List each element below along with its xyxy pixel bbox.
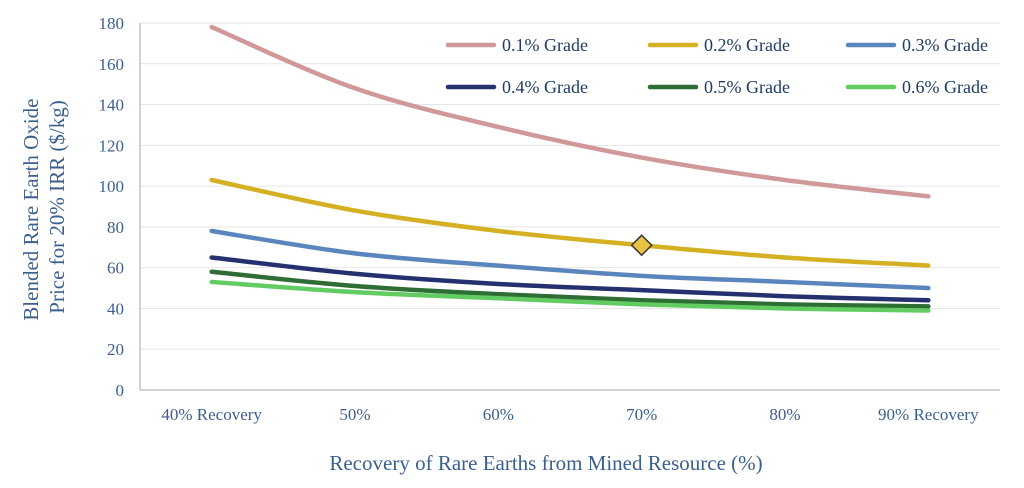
y-tick-label: 60 (107, 259, 124, 278)
legend-label: 0.1% Grade (502, 35, 588, 55)
series-line-5 (209, 269, 931, 309)
x-tick-label: 90% Recovery (878, 405, 979, 424)
highlight-marker (630, 234, 653, 257)
diamond-marker (630, 234, 653, 257)
y-tick-label: 120 (99, 136, 125, 155)
legend: 0.1% Grade 0.2% Grade 0.3% Grade 0.4% Grade… (445, 35, 988, 97)
x-tick-label: 40% Recovery (161, 405, 262, 424)
y-tick-labels: 0 20 40 60 80 100 120 140 160 180 (99, 14, 125, 400)
x-tick-label: 50% (339, 405, 370, 424)
x-tick-label: 70% (626, 405, 657, 424)
x-tick-label: 80% (769, 405, 800, 424)
y-axis-title-line-2: Price for 20% IRR ($/kg) (45, 100, 69, 313)
y-tick-label: 20 (107, 340, 124, 359)
legend-label: 0.2% Grade (704, 35, 790, 55)
series-lines (209, 24, 931, 313)
series-line-6 (209, 279, 931, 313)
series-line-4 (209, 255, 931, 303)
series-line-1 (209, 24, 931, 199)
y-axis-title-line-1: Blended Rare Earth Oxide (19, 99, 43, 321)
y-axis-title: Blended Rare Earth Oxide Price for 20% I… (19, 93, 69, 320)
y-tick-label: 160 (99, 55, 125, 74)
legend-label: 0.4% Grade (502, 77, 588, 97)
y-tick-label: 140 (99, 96, 125, 115)
legend-label: 0.5% Grade (704, 77, 790, 97)
legend-label: 0.6% Grade (902, 77, 988, 97)
series-line-2 (209, 177, 931, 268)
y-tick-label: 80 (107, 218, 124, 237)
legend-label: 0.3% Grade (902, 35, 988, 55)
x-tick-label: 60% (483, 405, 514, 424)
y-tick-label: 100 (99, 177, 125, 196)
y-tick-label: 40 (107, 299, 124, 318)
x-axis-title: Recovery of Rare Earths from Mined Resou… (329, 451, 762, 475)
series-line-3 (209, 228, 931, 291)
x-tick-labels: 40% Recovery 50% 60% 70% 80% 90% Recovery (161, 405, 979, 424)
y-tick-label: 0 (116, 381, 125, 400)
y-tick-label: 180 (99, 14, 125, 33)
